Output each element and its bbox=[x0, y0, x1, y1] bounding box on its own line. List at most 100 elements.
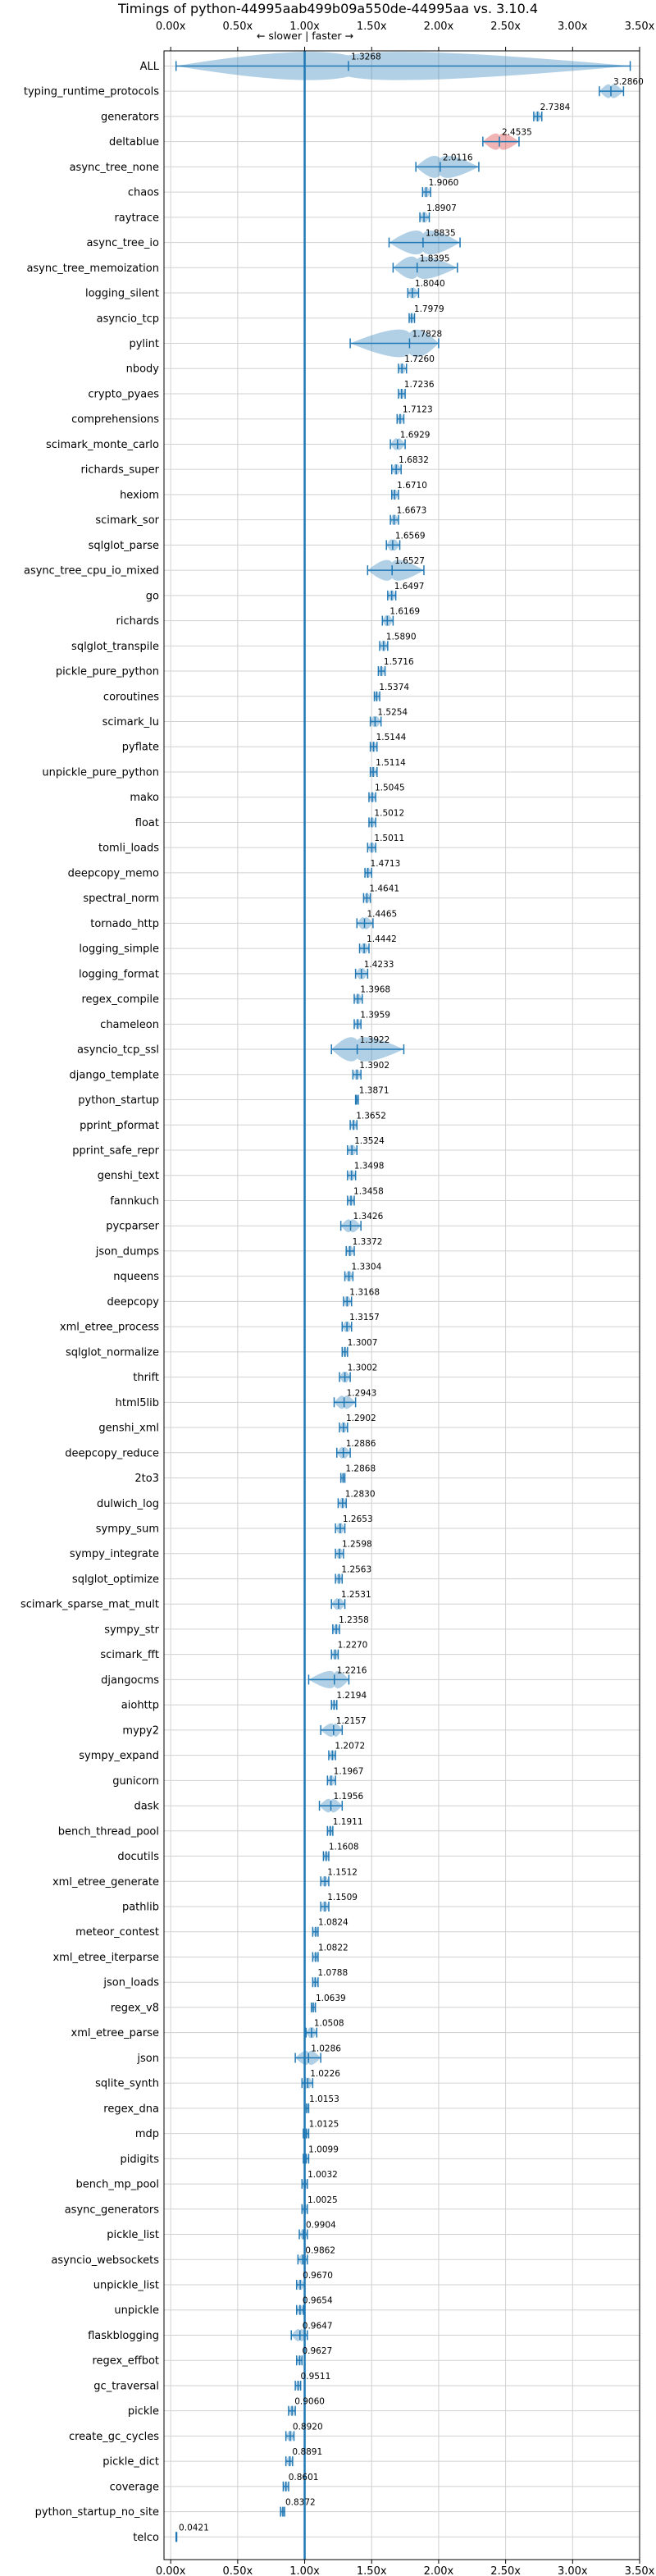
value-label: 1.2194 bbox=[336, 1691, 367, 1701]
violin-scimark_sor bbox=[390, 514, 399, 526]
violin-sympy_integrate bbox=[335, 1548, 344, 1560]
value-label: 1.3304 bbox=[352, 1263, 382, 1272]
category-label: logging_silent bbox=[85, 288, 159, 300]
violin-spectral_norm bbox=[362, 893, 371, 903]
violin-scimark_monte_carlo bbox=[390, 438, 406, 450]
violin-sympy_sum bbox=[335, 1523, 346, 1534]
violin-pylint bbox=[349, 329, 440, 358]
category-label: genshi_xml bbox=[98, 1423, 159, 1435]
violin-chameleon bbox=[353, 1019, 362, 1030]
category-label: gunicorn bbox=[112, 1775, 159, 1788]
category-label: ALL bbox=[140, 61, 160, 73]
category-label: typing_runtime_protocols bbox=[24, 86, 159, 98]
violin-unpickle_list bbox=[295, 2279, 306, 2291]
category-label: tornado_http bbox=[90, 918, 159, 930]
category-label: flaskblogging bbox=[88, 2330, 159, 2342]
value-label: 1.3168 bbox=[349, 1287, 380, 1297]
value-label: 1.3426 bbox=[353, 1212, 384, 1222]
value-label: 0.8601 bbox=[289, 2473, 319, 2482]
value-label: 1.4442 bbox=[367, 934, 397, 944]
value-label: 1.1509 bbox=[327, 1893, 358, 1902]
violin-mdp bbox=[303, 2128, 310, 2139]
category-label: chaos bbox=[128, 187, 159, 199]
violin-django_template bbox=[352, 1069, 362, 1080]
x-tick-label: 0.00x bbox=[156, 21, 186, 33]
value-label: 1.2270 bbox=[338, 1641, 368, 1651]
violin-pprint_safe_repr bbox=[347, 1144, 358, 1156]
value-label: 1.0824 bbox=[318, 1918, 348, 1928]
value-label: 1.3458 bbox=[353, 1186, 384, 1196]
violin-raytrace bbox=[419, 212, 430, 223]
category-label: float bbox=[135, 817, 159, 829]
category-label: html5lib bbox=[116, 1397, 159, 1409]
violin-json bbox=[294, 2050, 321, 2066]
x-tick-label: 3.50x bbox=[625, 21, 655, 33]
category-label: deepcopy bbox=[107, 1296, 159, 1309]
violin-regex_effbot bbox=[295, 2355, 303, 2366]
violin-regex_compile bbox=[353, 993, 363, 1004]
value-label: 1.0153 bbox=[309, 2094, 339, 2104]
violin-sqlglot_normalize bbox=[341, 1346, 348, 1357]
category-label: async_tree_none bbox=[70, 162, 159, 174]
value-label: 1.6832 bbox=[399, 455, 429, 465]
value-label: 1.2563 bbox=[341, 1564, 371, 1574]
violin-bench_mp_pool bbox=[301, 2179, 308, 2190]
category-label: nqueens bbox=[113, 1271, 159, 1283]
category-label: asyncio_tcp bbox=[97, 313, 159, 325]
value-label: 2.0116 bbox=[443, 153, 473, 162]
violin-sqlglot_optimize bbox=[335, 1573, 344, 1584]
category-label: async_generators bbox=[65, 2204, 160, 2216]
category-label: regex_v8 bbox=[111, 2002, 159, 2014]
category-label: djangocms bbox=[101, 1674, 159, 1687]
x-tick-label: 0.00x bbox=[156, 2565, 186, 2576]
category-label: pickle_list bbox=[107, 2229, 159, 2241]
value-label: 0.9862 bbox=[305, 2245, 335, 2255]
violin-pickle_pure_python bbox=[377, 665, 386, 677]
category-label: coroutines bbox=[103, 691, 159, 703]
value-label: 1.0025 bbox=[308, 2195, 338, 2205]
value-label: 1.3002 bbox=[348, 1363, 378, 1373]
violin-pidigits bbox=[303, 2154, 310, 2164]
value-label: 1.3652 bbox=[356, 1111, 386, 1121]
value-label: 1.3871 bbox=[359, 1086, 390, 1096]
category-label: async_tree_memoization bbox=[26, 263, 159, 275]
category-label: pidigits bbox=[121, 2154, 160, 2166]
category-label: tomli_loads bbox=[98, 843, 159, 855]
violin-chaos bbox=[421, 186, 431, 198]
value-label: 1.1956 bbox=[334, 1792, 364, 1802]
category-label: sqlglot_parse bbox=[89, 540, 159, 552]
violin-asyncio_tcp bbox=[408, 313, 416, 323]
violin-bench_thread_pool bbox=[326, 1825, 334, 1836]
value-label: 1.6169 bbox=[390, 607, 420, 617]
violin-aiohttp bbox=[330, 1700, 338, 1710]
category-label: unpickle bbox=[114, 2304, 159, 2317]
category-label: create_gc_cycles bbox=[69, 2431, 159, 2443]
category-label: logging_format bbox=[79, 968, 159, 980]
x-tick-label: 1.50x bbox=[357, 21, 387, 33]
violin-sqlite_synth bbox=[301, 2077, 314, 2089]
value-label: 1.2157 bbox=[336, 1716, 367, 1726]
violin-xml_etree_parse bbox=[305, 2026, 318, 2039]
value-label: 0.8891 bbox=[292, 2447, 322, 2457]
value-label: 1.5890 bbox=[386, 632, 417, 642]
value-label: 2.7384 bbox=[540, 103, 571, 112]
value-label: 1.7123 bbox=[403, 405, 433, 415]
violin-pprint_pformat bbox=[349, 1120, 358, 1130]
violin-async_generators bbox=[301, 2204, 308, 2214]
violin-go bbox=[387, 590, 397, 601]
category-label: sympy_str bbox=[104, 1624, 159, 1636]
value-label: 1.2868 bbox=[345, 1464, 376, 1474]
x-tick-label: 2.50x bbox=[490, 21, 521, 33]
violin-pickle bbox=[288, 2405, 296, 2416]
value-label: 1.8040 bbox=[415, 279, 445, 289]
violin-html5lib bbox=[333, 1395, 357, 1409]
x-tick-label: 1.00x bbox=[289, 21, 320, 33]
violin-python_startup bbox=[354, 1094, 359, 1105]
violin-xml_etree_iterparse bbox=[312, 1952, 319, 1962]
value-label: 1.5011 bbox=[374, 834, 404, 843]
violin-2to3 bbox=[339, 1473, 346, 1483]
value-label: 1.3498 bbox=[354, 1162, 385, 1172]
value-label: 0.8372 bbox=[285, 2498, 316, 2508]
value-label: 1.3968 bbox=[360, 985, 390, 995]
value-label: 1.7236 bbox=[404, 380, 435, 390]
